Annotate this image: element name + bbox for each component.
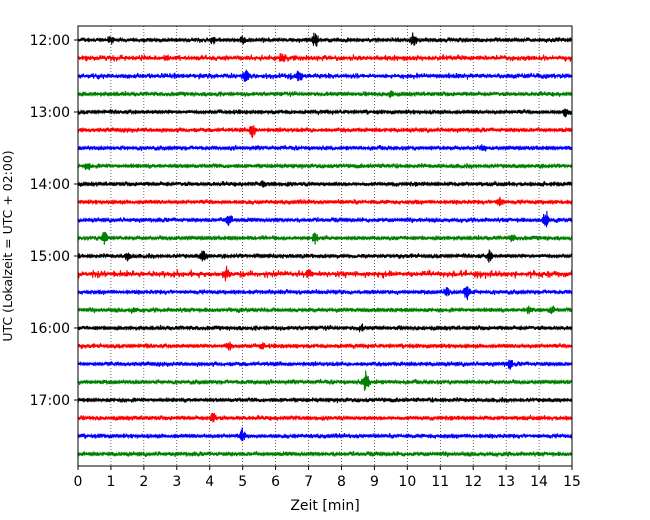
y-tick-label: 13:00 xyxy=(30,105,70,121)
axes-frame xyxy=(77,25,573,467)
trace-1315 xyxy=(77,125,573,139)
x-tick-label: 1 xyxy=(106,474,115,490)
trace-1245 xyxy=(77,90,573,99)
y-tick-label: 17:00 xyxy=(30,393,70,409)
x-tick-label: 15 xyxy=(563,474,581,490)
trace-1730 xyxy=(77,427,573,442)
trace-1615 xyxy=(77,341,573,351)
x-tick-label: 3 xyxy=(172,474,181,490)
x-tick-label: 5 xyxy=(238,474,247,490)
trace-1230 xyxy=(77,69,573,83)
x-tick-label: 10 xyxy=(398,474,416,490)
trace-1600 xyxy=(77,323,573,333)
trace-1715 xyxy=(77,412,573,423)
x-tick-label: 0 xyxy=(74,474,83,490)
x-tick-label: 7 xyxy=(304,474,313,490)
x-tick-label: 14 xyxy=(530,474,548,490)
x-tick-label: 2 xyxy=(139,474,148,490)
x-tick-label: 6 xyxy=(271,474,280,490)
x-tick-label: 4 xyxy=(205,474,214,490)
trace-1530 xyxy=(77,286,573,301)
x-axis-label: Zeit [min] xyxy=(290,498,359,514)
trace-1330 xyxy=(77,144,573,152)
y-axis-label: UTC (Lokalzeit = UTC + 02:00) xyxy=(0,150,15,341)
trace-1445 xyxy=(77,231,573,245)
y-tick-label: 12:00 xyxy=(30,33,70,49)
trace-1645 xyxy=(77,370,573,391)
trace-1215 xyxy=(77,53,573,63)
trace-1500 xyxy=(77,249,573,263)
y-tick-label: 15:00 xyxy=(30,249,70,265)
trace-1700 xyxy=(77,396,573,404)
seismogram-traces xyxy=(77,32,573,458)
y-axis-ticks: 12:00 13:00 14:00 15:00 16:00 17:00 xyxy=(30,33,78,409)
x-axis-ticks: 0 1 2 3 4 5 6 7 8 9 10 11 12 13 14 15 xyxy=(74,466,581,490)
x-tick-label: 12 xyxy=(464,474,482,490)
y-tick-label: 14:00 xyxy=(30,177,70,193)
trace-1745 xyxy=(77,450,573,458)
x-tick-label: 9 xyxy=(370,474,379,490)
trace-1200 xyxy=(77,32,573,47)
trace-1345 xyxy=(77,162,573,171)
trace-1300 xyxy=(77,108,573,118)
x-tick-label: 13 xyxy=(497,474,515,490)
trace-1545 xyxy=(77,305,573,315)
trace-1515 xyxy=(77,265,573,282)
x-tick-label: 11 xyxy=(431,474,449,490)
trace-1415 xyxy=(77,196,573,207)
trace-1430 xyxy=(77,211,573,228)
trace-1400 xyxy=(77,180,573,188)
trace-1630 xyxy=(77,359,573,370)
x-tick-label: 8 xyxy=(337,474,346,490)
y-tick-label: 16:00 xyxy=(30,321,70,337)
vertical-grid xyxy=(110,26,540,466)
